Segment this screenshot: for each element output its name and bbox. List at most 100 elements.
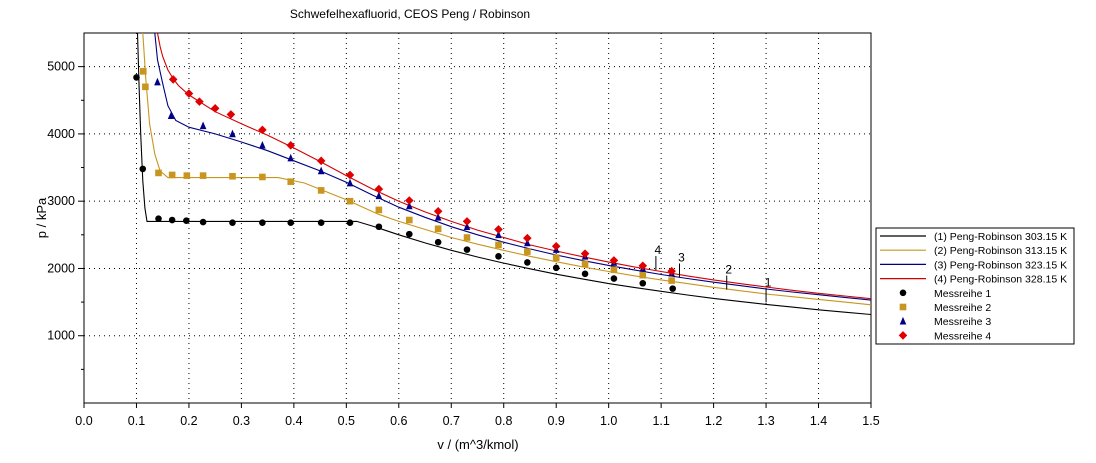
- data-point: [374, 184, 384, 194]
- data-point: [345, 170, 355, 180]
- data-point: [668, 277, 675, 284]
- data-point: [551, 241, 561, 251]
- curve-label: 1: [765, 275, 772, 289]
- x-tick-label: 0.4: [285, 414, 302, 428]
- data-point: [229, 172, 236, 180]
- data-point: [155, 169, 162, 177]
- data-point: [286, 141, 296, 150]
- chart-title: Schwefelhexafluorid, CEOS Peng / Robinso…: [290, 7, 530, 21]
- data-point: [195, 97, 204, 106]
- data-point: [495, 230, 502, 239]
- data-point: [142, 83, 149, 91]
- data-point: [639, 279, 647, 287]
- plot-frame: [83, 32, 872, 404]
- data-point: [183, 172, 191, 179]
- data-point: [317, 166, 325, 175]
- data-point: [375, 191, 383, 200]
- x-tick-label: 0.0: [75, 414, 92, 428]
- x-tick-label: 0.6: [390, 414, 407, 428]
- x-tick-label: 0.1: [128, 414, 145, 428]
- data-point: [226, 110, 236, 119]
- x-tick-label: 0.5: [338, 414, 355, 428]
- data-point: [433, 206, 443, 216]
- data-point: [495, 241, 502, 249]
- data-point: [462, 217, 472, 226]
- y-tick-label: 1000: [47, 329, 75, 343]
- y-tick-label: 2000: [47, 261, 75, 275]
- data-point: [287, 219, 295, 227]
- grid-lines: [84, 33, 871, 403]
- data-point: [552, 254, 560, 261]
- data-point: [899, 289, 907, 297]
- series-markers-1: [133, 74, 676, 292]
- data-point: [346, 178, 354, 187]
- series-line-3: [154, 33, 871, 301]
- data-point: [229, 219, 236, 227]
- data-point: [168, 171, 176, 179]
- data-point: [523, 233, 532, 243]
- data-point: [669, 285, 676, 292]
- curve-label: 3: [678, 250, 685, 264]
- curve-label: 4: [655, 243, 662, 257]
- data-point: [638, 261, 648, 271]
- data-point: [524, 259, 531, 266]
- x-axis-label: v / (m^3/kmol): [437, 437, 518, 452]
- data-point: [495, 253, 502, 260]
- data-point: [259, 141, 266, 149]
- data-point: [287, 178, 295, 185]
- data-point: [258, 125, 267, 135]
- curve-labels: 1 2 3 4: [655, 243, 772, 303]
- x-tick-label: 0.2: [180, 414, 197, 428]
- data-point: [259, 219, 266, 227]
- axes: 0.0 0.1 0.2 0.3 0.4 0.5 0.6 0.7 0.8 0.9 1.0 1.1 1.2 1…: [47, 60, 880, 428]
- data-point: [287, 153, 295, 162]
- legend: (1) Peng-Robinson 303.15 K (2) Peng-Robin…: [875, 227, 1075, 345]
- data-point: [609, 256, 619, 265]
- x-tick-label: 0.7: [443, 414, 460, 428]
- data-point: [404, 196, 414, 205]
- data-point: [434, 213, 442, 221]
- data-point: [346, 197, 354, 205]
- data-point: [184, 89, 194, 98]
- y-tick-label: 3000: [47, 194, 75, 208]
- legend-entry: Messreihe 4: [934, 330, 991, 342]
- curve-label: 2: [725, 263, 732, 277]
- data-point: [463, 222, 471, 231]
- data-point: [139, 68, 147, 75]
- data-point: [899, 316, 907, 325]
- x-tick-label: 1.2: [705, 414, 722, 428]
- data-point: [581, 270, 589, 278]
- series-group: [133, 33, 871, 316]
- data-point: [133, 74, 140, 81]
- data-point: [581, 260, 589, 268]
- data-point: [434, 225, 442, 233]
- data-point: [139, 165, 147, 173]
- data-point: [899, 303, 907, 311]
- legend-entry: Messreihe 1: [934, 288, 991, 300]
- data-point: [639, 271, 647, 279]
- series-line-2: [142, 33, 871, 306]
- data-point: [610, 266, 618, 274]
- data-point: [168, 75, 178, 84]
- series-line-4: [156, 33, 871, 300]
- x-tick-label: 1.5: [862, 414, 879, 428]
- data-point: [898, 331, 908, 340]
- legend-entry: Messreihe 2: [934, 302, 991, 314]
- data-point: [405, 216, 413, 224]
- data-point: [463, 234, 471, 241]
- series-markers-2: [139, 68, 675, 284]
- data-point: [375, 223, 383, 231]
- data-point: [463, 246, 471, 253]
- x-tick-label: 1.3: [757, 414, 774, 428]
- legend-entry: Messreihe 3: [934, 316, 991, 328]
- legend-box: [875, 227, 1075, 345]
- x-tick-label: 0.8: [495, 414, 512, 428]
- series-line-1: [136, 33, 871, 316]
- data-point: [610, 275, 618, 282]
- data-point: [168, 216, 176, 224]
- legend-entry: (2) Peng-Robinson 313.15 K: [934, 245, 1067, 257]
- x-tick-label: 1.4: [810, 414, 827, 428]
- data-point: [494, 225, 503, 234]
- legend-entry: (4) Peng-Robinson 328.15 K: [934, 274, 1067, 286]
